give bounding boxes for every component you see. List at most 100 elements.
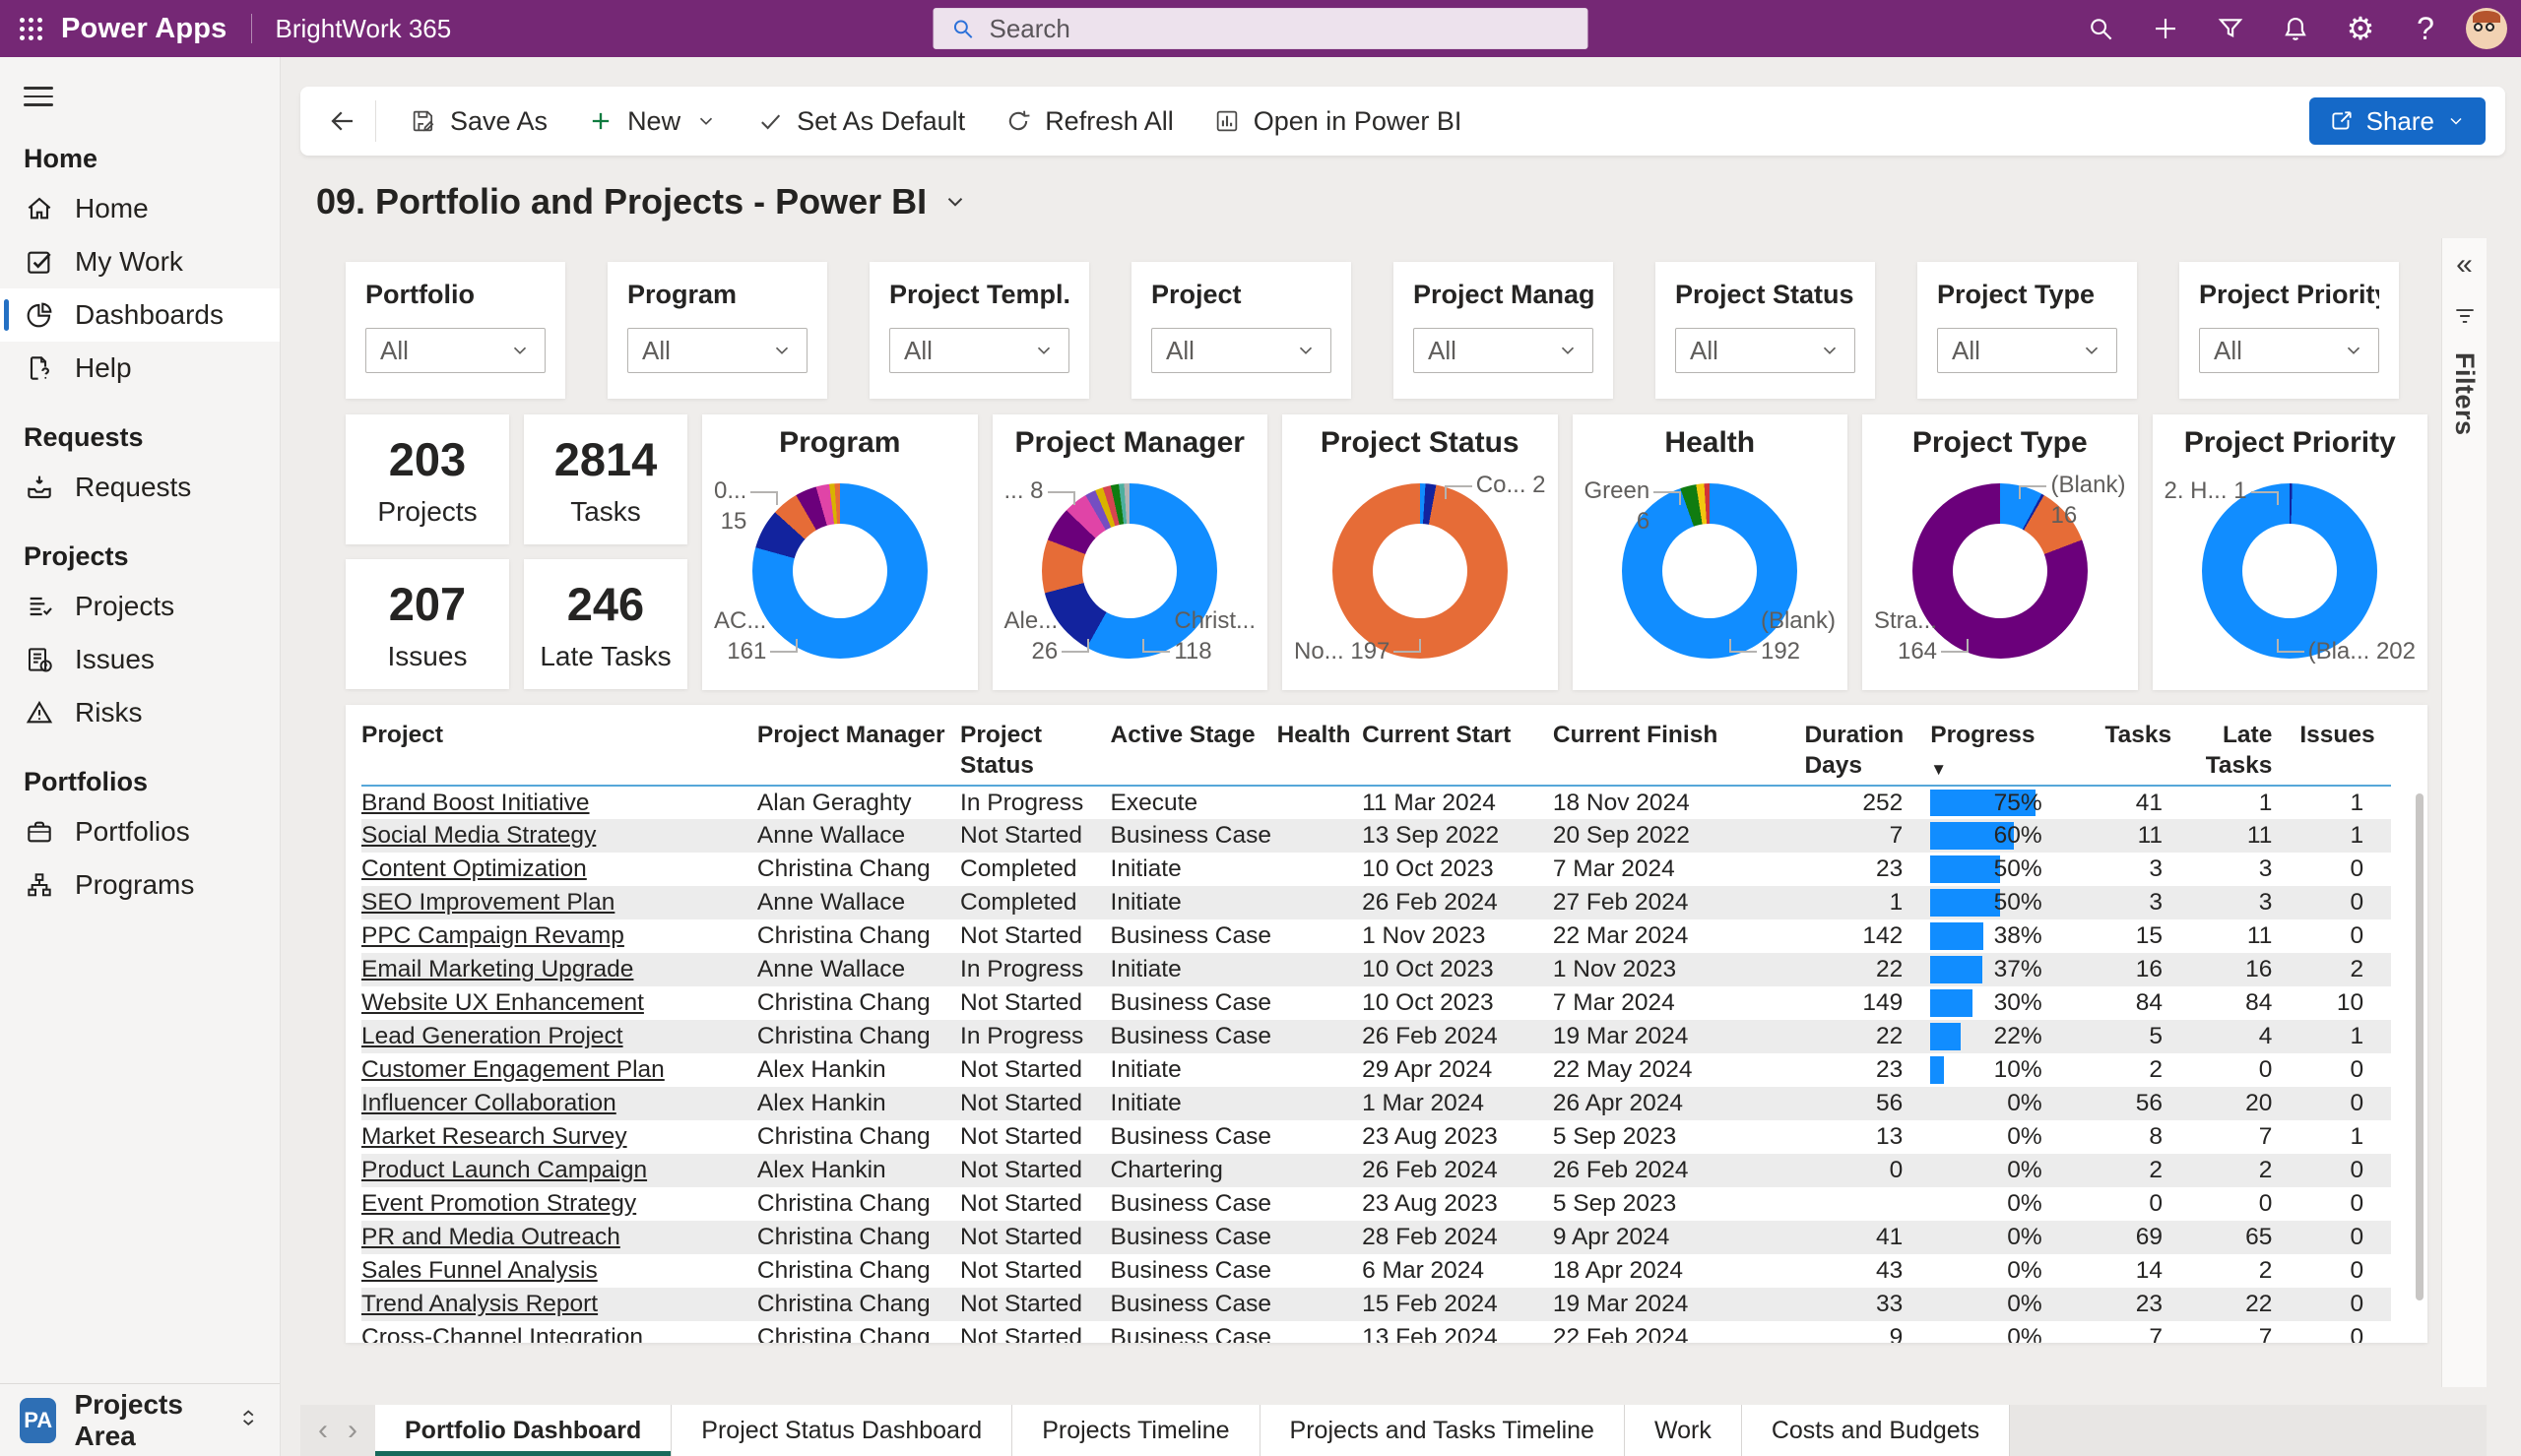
cell-status: Not Started — [960, 822, 1082, 850]
project-link[interactable]: Lead Generation Project — [361, 1023, 623, 1050]
column-header-health[interactable]: Health — [1276, 722, 1351, 748]
search-icon-button[interactable] — [2068, 0, 2133, 57]
filter-icon-button[interactable] — [2198, 0, 2263, 57]
donut-chart-project-manager[interactable]: Project Manager ... 8 Ale... 26 Christ... 118 — [992, 414, 1267, 690]
table-scrollbar[interactable] — [2416, 793, 2424, 1300]
slicer-dropdown[interactable]: All — [627, 328, 808, 373]
donut-ring[interactable] — [1911, 483, 2088, 659]
donut-ring[interactable] — [751, 483, 928, 659]
project-link[interactable]: Influencer Collaboration — [361, 1090, 616, 1117]
slicer-dropdown[interactable]: All — [365, 328, 546, 373]
slicer-dropdown[interactable]: All — [1937, 328, 2117, 373]
sidebar-item-help[interactable]: Help — [0, 342, 280, 395]
cell-progress: 0% — [1930, 1254, 2104, 1288]
refresh-all-button[interactable]: Refresh All — [985, 95, 1194, 147]
back-button[interactable] — [320, 98, 365, 144]
project-link[interactable]: Customer Engagement Plan — [361, 1056, 665, 1084]
donut-ring[interactable] — [1042, 483, 1218, 659]
column-header-project-status[interactable]: Project Status — [960, 722, 1043, 779]
sidebar-item-projects[interactable]: Projects — [0, 580, 280, 633]
open-in-power-bi-button[interactable]: Open in Power BI — [1194, 95, 1482, 147]
project-link[interactable]: PPC Campaign Revamp — [361, 922, 624, 950]
donut-chart-health[interactable]: Health Green 6 (Blank) 192 — [1572, 414, 1847, 690]
slicer-dropdown[interactable]: All — [2199, 328, 2379, 373]
project-link[interactable]: Website UX Enhancement — [361, 989, 644, 1017]
project-link[interactable]: Brand Boost Initiative — [361, 789, 590, 816]
project-link[interactable]: SEO Improvement Plan — [361, 889, 615, 917]
notifications-bell-icon[interactable] — [2263, 0, 2328, 57]
sidebar-item-label: Requests — [75, 471, 192, 502]
project-link[interactable]: Market Research Survey — [361, 1123, 627, 1151]
report-tab-portfolio-dashboard[interactable]: Portfolio Dashboard — [375, 1405, 673, 1456]
project-link[interactable]: Event Promotion Strategy — [361, 1190, 637, 1218]
column-header-project[interactable]: Project — [361, 722, 444, 748]
project-link[interactable]: Product Launch Campaign — [361, 1157, 648, 1184]
help-question-icon[interactable]: ? — [2417, 10, 2434, 46]
column-header-issues[interactable]: Issues — [2299, 722, 2375, 748]
add-icon-button[interactable] — [2133, 0, 2198, 57]
cell-duration: 149 — [1862, 989, 1904, 1017]
sidebar-item-my-work[interactable]: My Work — [0, 235, 280, 288]
progress-bar — [1930, 855, 2001, 884]
donut-chart-project-type[interactable]: Project Type (Blank) 16 Stra... 164 — [1862, 414, 2138, 690]
report-tab-projects-timeline[interactable]: Projects Timeline — [1012, 1405, 1260, 1456]
donut-chart-project-status[interactable]: Project Status Co... 2 No... 197 — [1282, 414, 1558, 690]
slicer-dropdown[interactable]: All — [889, 328, 1069, 373]
project-link[interactable]: Sales Funnel Analysis — [361, 1257, 598, 1285]
search-input[interactable]: Search — [933, 8, 1588, 49]
project-link[interactable]: Content Optimization — [361, 855, 587, 883]
tab-scroll-left-icon[interactable]: ‹ — [318, 1414, 328, 1446]
expand-filters-chevrons-icon[interactable]: « — [2456, 248, 2473, 281]
cell-progress: 75% — [1930, 786, 2104, 819]
slicer-dropdown[interactable]: All — [1151, 328, 1331, 373]
column-header-active-stage[interactable]: Active Stage — [1110, 722, 1256, 748]
user-avatar[interactable] — [2466, 8, 2507, 49]
report-tab-work[interactable]: Work — [1624, 1405, 1742, 1456]
save-as-button[interactable]: Save As — [390, 95, 567, 147]
project-link[interactable]: Trend Analysis Report — [361, 1291, 599, 1318]
donut-callout: (Blank) 192 — [1728, 605, 1836, 666]
column-header-late-tasks[interactable]: Late Tasks — [2205, 722, 2273, 779]
sidebar-item-dashboards[interactable]: Dashboards — [0, 287, 280, 342]
sidebar-item-portfolios[interactable]: Portfolios — [0, 805, 280, 858]
project-link[interactable]: Cross-Channel Integration — [361, 1324, 643, 1343]
slicer-row: Portfolio All Program All Project Templ... Al… — [346, 262, 2427, 399]
donut-chart-program[interactable]: Program 0... 15 AC... 161 — [702, 414, 978, 690]
new-button[interactable]: New — [567, 95, 737, 147]
cell-progress: 0% — [1930, 1154, 2104, 1187]
settings-gear-icon[interactable]: ⚙ — [2346, 11, 2375, 46]
slicer-dropdown[interactable]: All — [1413, 328, 1593, 373]
report-tab-project-status-dashboard[interactable]: Project Status Dashboard — [672, 1405, 1013, 1456]
page-title-row[interactable]: 09. Portfolio and Projects - Power BI — [316, 181, 2521, 222]
kpi-label: Projects — [377, 495, 478, 527]
share-button[interactable]: Share — [2308, 97, 2486, 145]
slicer-dropdown[interactable]: All — [1675, 328, 1855, 373]
sidebar-item-home[interactable]: Home — [0, 182, 280, 235]
report-tab-costs-and-budgets[interactable]: Costs and Budgets — [1741, 1405, 2011, 1456]
waffle-menu-icon[interactable] — [0, 0, 61, 57]
project-link[interactable]: Email Marketing Upgrade — [361, 956, 634, 983]
donut-ring[interactable] — [2202, 483, 2378, 659]
cell-progress: 60% — [1930, 819, 2104, 853]
sidebar-item-requests[interactable]: Requests — [0, 461, 280, 514]
tab-scroll-right-icon[interactable]: › — [348, 1414, 357, 1446]
column-header-current-start[interactable]: Current Start — [1362, 722, 1512, 748]
column-header-current-finish[interactable]: Current Finish — [1552, 722, 1718, 748]
hamburger-menu-icon[interactable] — [24, 81, 53, 112]
report-tab-projects-and-tasks-timeline[interactable]: Projects and Tasks Timeline — [1260, 1405, 1625, 1456]
column-header-project-manager[interactable]: Project Manager — [756, 722, 945, 748]
column-header-duration-days[interactable]: Duration Days — [1804, 722, 1905, 779]
sidebar-item-risks[interactable]: Risks — [0, 686, 280, 739]
sidebar-item-programs[interactable]: Programs — [0, 858, 280, 912]
project-link[interactable]: PR and Media Outreach — [361, 1224, 620, 1251]
donut-ring[interactable] — [1331, 483, 1508, 659]
sidebar-item-issues[interactable]: Issues — [0, 633, 280, 686]
donut-ring[interactable] — [1622, 483, 1798, 659]
filters-panel-label[interactable]: Filters — [2450, 352, 2480, 436]
set-as-default-button[interactable]: Set As Default — [737, 95, 985, 147]
donut-chart-project-priority[interactable]: Project Priority 2. H... 1 (Bla... 202 — [2152, 414, 2427, 690]
column-header-progress[interactable]: Progress ▼ — [1930, 705, 2104, 786]
column-header-tasks[interactable]: Tasks — [2104, 722, 2172, 748]
area-switcher[interactable]: PA Projects Area — [0, 1383, 280, 1456]
project-link[interactable]: Social Media Strategy — [361, 822, 597, 850]
